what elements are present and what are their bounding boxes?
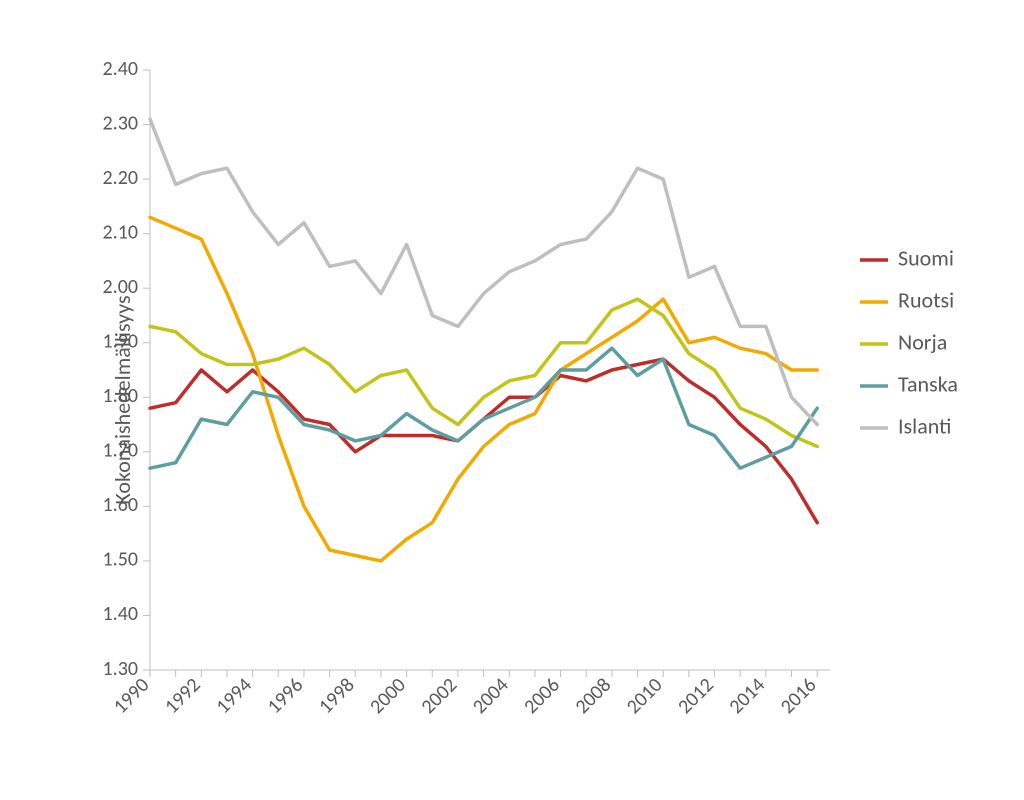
x-tick-label-group: 2014 <box>724 673 770 719</box>
y-tick-label: 2.20 <box>103 166 138 190</box>
y-tick-label: 1.40 <box>103 602 138 626</box>
chart-container: Kokonaishedelmällisyys 1.301.401.501.601… <box>0 0 1024 800</box>
x-tick-label: 2008 <box>570 673 616 719</box>
legend-label-islanti: Islanti <box>898 412 951 439</box>
x-tick-label: 1992 <box>160 673 206 719</box>
legend-label-tanska: Tanska <box>898 370 958 397</box>
x-tick-label: 1996 <box>263 673 309 719</box>
x-tick-label-group: 1992 <box>160 673 206 719</box>
y-tick-label: 2.10 <box>103 220 138 244</box>
x-tick-label: 2004 <box>468 673 514 719</box>
x-tick-label-group: 1996 <box>263 673 309 719</box>
x-tick-label: 2000 <box>365 673 411 719</box>
x-tick-label: 2006 <box>519 673 565 719</box>
x-tick-label-group: 2002 <box>417 673 463 719</box>
x-tick-label: 2012 <box>673 673 719 719</box>
x-tick-label-group: 2000 <box>365 673 411 719</box>
x-tick-label-group: 1998 <box>314 673 360 719</box>
legend-label-ruotsi: Ruotsi <box>898 286 954 313</box>
legend-label-suomi: Suomi <box>898 244 954 271</box>
y-tick-label: 2.40 <box>103 57 138 81</box>
x-tick-label: 2014 <box>724 673 770 719</box>
x-tick-label: 1994 <box>211 673 257 719</box>
x-tick-label: 1998 <box>314 673 360 719</box>
y-tick-label: 2.30 <box>103 111 138 135</box>
line-chart: 1.301.401.501.601.701.801.902.002.102.20… <box>0 0 1024 800</box>
y-tick-label: 1.50 <box>103 548 138 572</box>
x-tick-label-group: 2006 <box>519 673 565 719</box>
x-tick-label-group: 1994 <box>211 673 257 719</box>
x-tick-label: 2002 <box>417 673 463 719</box>
x-tick-label-group: 2010 <box>622 673 668 719</box>
series-islanti <box>150 119 817 424</box>
x-tick-label: 2010 <box>622 673 668 719</box>
x-tick-label: 2016 <box>776 673 822 719</box>
legend-label-norja: Norja <box>898 328 947 355</box>
x-tick-label-group: 2012 <box>673 673 719 719</box>
x-tick-label-group: 2004 <box>468 673 514 719</box>
y-axis-label: Kokonaishedelmällisyys <box>109 295 136 504</box>
x-tick-label-group: 2016 <box>776 673 822 719</box>
x-tick-label-group: 2008 <box>570 673 616 719</box>
